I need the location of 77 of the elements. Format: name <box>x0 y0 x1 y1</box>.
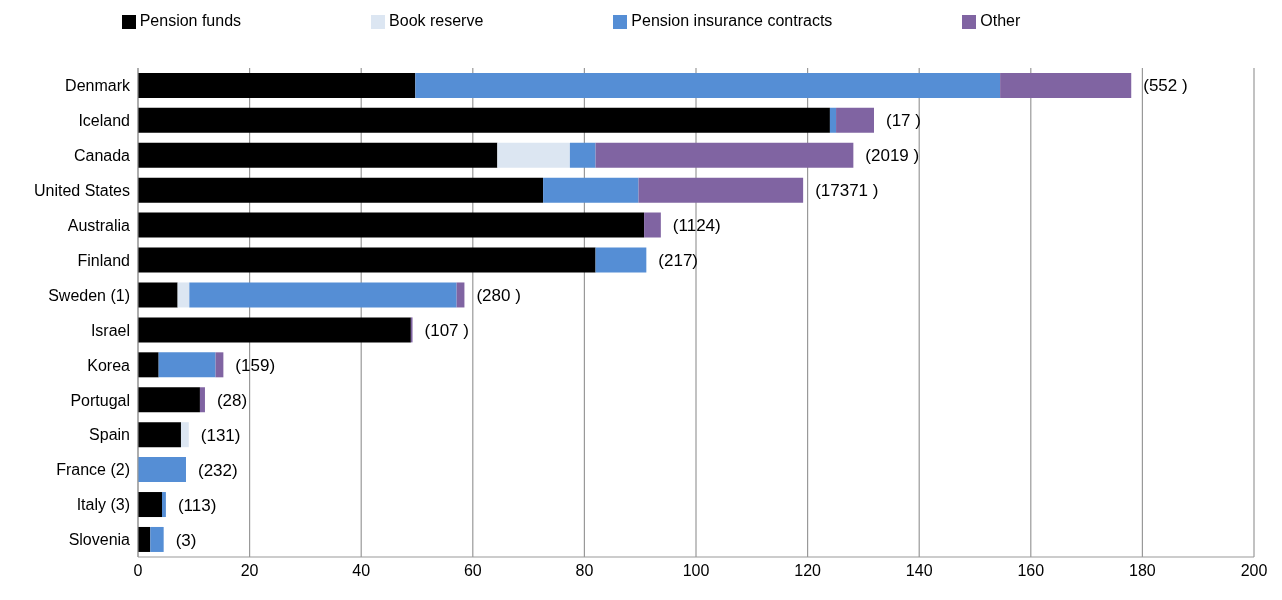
annotation: (17 ) <box>886 111 921 131</box>
bar <box>595 247 647 273</box>
bar <box>138 492 162 518</box>
x-tick-label: 60 <box>463 562 482 580</box>
bar <box>138 282 178 308</box>
legend-label: Other <box>980 12 1021 29</box>
annotation: (107 ) <box>424 320 469 340</box>
bar <box>138 457 186 483</box>
bar <box>138 352 159 378</box>
bar <box>138 142 498 168</box>
y-tick-label: Sweden (1) <box>48 286 130 304</box>
annotation: (28) <box>216 390 248 410</box>
bar <box>138 422 181 448</box>
legend-label: Pension funds <box>139 12 242 29</box>
bar <box>595 142 854 168</box>
annotation: (217) <box>658 251 699 271</box>
y-tick-label: Finland <box>77 251 130 269</box>
bar <box>180 422 189 448</box>
annotation: (280 ) <box>476 286 521 306</box>
bar <box>138 72 416 98</box>
x-tick-label: 0 <box>133 562 143 580</box>
annotation: (159) <box>235 355 276 375</box>
bar <box>177 282 190 308</box>
annotation: (131) <box>200 425 241 445</box>
bar <box>138 526 151 552</box>
y-tick-label: Australia <box>67 216 131 234</box>
bar <box>829 107 837 133</box>
bar <box>138 317 411 343</box>
y-tick-label: France (2) <box>56 461 130 479</box>
x-tick-label: 40 <box>352 562 371 580</box>
y-tick-label: Canada <box>73 147 131 164</box>
y-tick-label: Slovenia <box>68 531 131 549</box>
bar <box>189 282 457 308</box>
bar <box>138 107 830 133</box>
bar <box>415 72 1001 98</box>
annotation: (552 ) <box>1143 76 1188 96</box>
y-tick-label: Korea <box>87 356 131 374</box>
bar <box>158 352 216 378</box>
y-tick-label: Denmark <box>65 77 131 95</box>
x-tick-label: 20 <box>240 562 259 580</box>
x-tick-label: 200 <box>1240 562 1268 580</box>
bar <box>836 107 874 133</box>
y-tick-label: Spain <box>89 426 130 444</box>
bar <box>638 177 804 203</box>
x-tick-label: 80 <box>575 562 594 580</box>
bar <box>150 526 164 552</box>
bar <box>497 142 570 168</box>
bar <box>138 247 596 273</box>
bar <box>199 387 205 413</box>
bar <box>215 352 224 378</box>
bar <box>644 212 661 238</box>
bar <box>456 282 465 308</box>
bar <box>161 492 166 518</box>
y-tick-label: Portugal <box>70 391 130 409</box>
x-tick-label: 100 <box>682 562 710 580</box>
annotation: (1124) <box>672 216 721 236</box>
x-tick-label: 180 <box>1129 562 1156 580</box>
annotation: (2019 ) <box>865 146 920 166</box>
y-tick-label: Italy (3) <box>76 496 130 514</box>
legend-label: Pension insurance contracts <box>631 12 833 29</box>
y-tick-label: Israel <box>90 321 130 339</box>
x-tick-label: 160 <box>1017 562 1045 580</box>
bar <box>1000 72 1132 98</box>
y-tick-label: Iceland <box>78 112 130 130</box>
annotation: (232) <box>197 460 238 480</box>
annotation: (3) <box>175 530 197 550</box>
y-tick-label: United States <box>33 181 130 199</box>
legend-label: Book reserve <box>389 12 484 29</box>
annotation: (113) <box>177 495 217 515</box>
annotation: (17371 ) <box>815 181 879 201</box>
x-tick-label: 120 <box>794 562 822 580</box>
bar <box>543 177 639 203</box>
bar <box>138 387 200 413</box>
bar <box>138 212 645 238</box>
x-tick-label: 140 <box>905 562 933 580</box>
bar <box>138 177 544 203</box>
bar <box>569 142 596 168</box>
